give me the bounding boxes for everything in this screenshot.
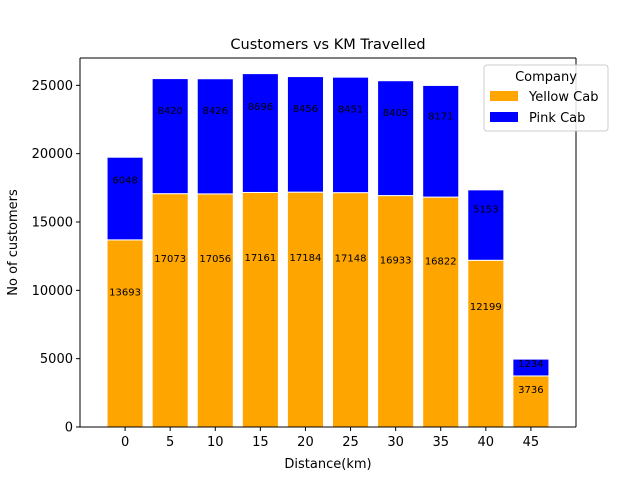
bar-yellow-cab-25	[332, 192, 370, 428]
bar-yellow-cab-20	[286, 191, 324, 428]
data-label-pink-cab-30: 8405	[383, 108, 408, 119]
data-label-yellow-cab-0: 13693	[109, 287, 141, 298]
bar-pink-cab-15	[241, 73, 279, 193]
data-label-yellow-cab-5: 17073	[154, 254, 186, 265]
data-label-yellow-cab-30: 16933	[380, 255, 412, 266]
data-label-yellow-cab-10: 17056	[199, 254, 231, 265]
data-label-yellow-cab-20: 17184	[290, 253, 322, 264]
bar-pink-cab-10	[196, 78, 234, 195]
data-label-pink-cab-20: 8456	[293, 104, 318, 115]
bar-pink-cab-40	[467, 189, 505, 261]
x-tick-label-30: 30	[387, 435, 404, 450]
y-axis-label: No of customers	[6, 189, 21, 296]
axes-group: 0 5 10 15 20 25 30 35 40 45 0 5000 10000 15000 20000 25…	[32, 57, 577, 450]
data-label-pink-cab-35: 8171	[428, 112, 453, 123]
bar-pink-cab-20	[286, 76, 324, 193]
data-label-pink-cab-15: 8696	[248, 102, 273, 113]
data-label-pink-cab-40: 5153	[473, 205, 498, 216]
legend-label-pink-cab: Pink Cab	[529, 111, 585, 126]
x-tick-label-40: 40	[478, 435, 495, 450]
bar-pink-cab-30	[377, 80, 415, 197]
y-tick-label-5000: 5000	[40, 352, 73, 367]
y-tick-label-15000: 15000	[32, 216, 73, 231]
bar-pink-cab-0	[106, 156, 144, 241]
y-tick-label-25000: 25000	[32, 79, 73, 94]
x-tick-label-25: 25	[342, 435, 359, 450]
data-label-pink-cab-0: 6048	[112, 175, 137, 186]
y-tick-label-0: 0	[65, 421, 73, 436]
data-label-yellow-cab-15: 17161	[244, 253, 276, 264]
bar-pink-cab-45	[512, 358, 550, 377]
x-tick-label-0: 0	[121, 435, 129, 450]
x-tick-label-15: 15	[252, 435, 269, 450]
chart-title: Customers vs KM Travelled	[230, 37, 425, 53]
bar-pink-cab-25	[332, 76, 370, 194]
bar-yellow-cab-10	[196, 193, 234, 428]
x-tick-label-5: 5	[166, 435, 174, 450]
data-label-yellow-cab-45: 3736	[518, 385, 543, 396]
x-tick-label-10: 10	[207, 435, 224, 450]
data-labels-group: 13693 17073 17056 17161 17184 17148 16933 16822…	[109, 102, 543, 396]
legend: Company Yellow Cab Pink Cab	[483, 64, 609, 132]
bar-yellow-cab-30	[377, 195, 415, 428]
bar-yellow-cab-5	[151, 193, 189, 428]
bar-pink-cab-35	[422, 84, 460, 198]
data-label-pink-cab-10: 8426	[203, 106, 228, 117]
x-tick-label-45: 45	[523, 435, 540, 450]
data-label-pink-cab-5: 8420	[157, 106, 182, 117]
bars-group	[106, 73, 550, 428]
x-tick-label-35: 35	[432, 435, 449, 450]
x-axis-label: Distance(km)	[284, 457, 371, 472]
legend-swatch-pink-cab	[490, 112, 518, 122]
bar-yellow-cab-35	[422, 196, 460, 428]
data-label-yellow-cab-25: 17148	[335, 253, 367, 264]
data-label-pink-cab-45: 1234	[518, 359, 543, 370]
y-tick-label-10000: 10000	[32, 284, 73, 299]
legend-swatch-yellow-cab	[490, 91, 518, 101]
bar-yellow-cab-0	[106, 239, 144, 428]
x-tick-label-20: 20	[297, 435, 314, 450]
legend-title: Company	[515, 70, 577, 85]
bar-yellow-cab-45	[512, 375, 550, 428]
bar-yellow-cab-15	[241, 191, 279, 428]
bar-pink-cab-5	[151, 78, 189, 195]
bar-yellow-cab-40	[467, 259, 505, 428]
data-label-yellow-cab-40: 12199	[470, 302, 502, 313]
data-label-pink-cab-25: 8451	[338, 104, 363, 115]
y-tick-label-20000: 20000	[32, 147, 73, 162]
legend-label-yellow-cab: Yellow Cab	[528, 90, 598, 105]
data-label-yellow-cab-35: 16822	[425, 256, 457, 267]
